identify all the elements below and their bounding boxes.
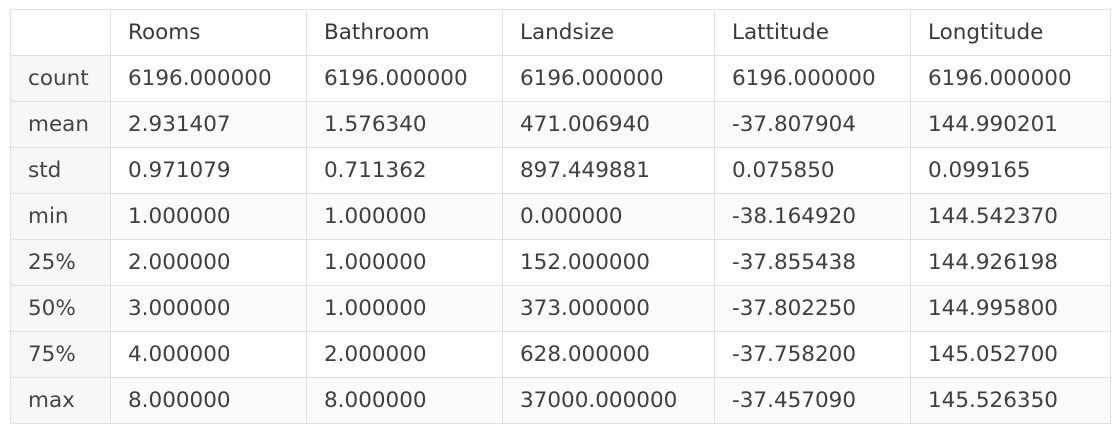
- header-row: Rooms Bathroom Landsize Lattitude Longti…: [10, 9, 1111, 56]
- table-cell: 1.000000: [110, 193, 307, 240]
- table-cell: 8.000000: [110, 377, 307, 424]
- table-body: count 6196.000000 6196.000000 6196.00000…: [10, 55, 1111, 424]
- column-header-bathroom: Bathroom: [306, 9, 503, 56]
- table-cell: -38.164920: [714, 193, 911, 240]
- table-cell: 145.052700: [910, 331, 1111, 378]
- table-cell: 37000.000000: [502, 377, 715, 424]
- table-cell: -37.758200: [714, 331, 911, 378]
- table-row: 50% 3.000000 1.000000 373.000000 -37.802…: [10, 285, 1111, 332]
- table-cell: 0.711362: [306, 147, 503, 194]
- table-cell: 2.931407: [110, 101, 307, 148]
- row-label: count: [10, 55, 111, 102]
- table-cell: 144.926198: [910, 239, 1111, 286]
- table-cell: 6196.000000: [910, 55, 1111, 102]
- describe-table-container: Rooms Bathroom Landsize Lattitude Longti…: [10, 9, 1111, 424]
- table-cell: 144.990201: [910, 101, 1111, 148]
- table-row: max 8.000000 8.000000 37000.000000 -37.4…: [10, 377, 1111, 424]
- table-cell: 0.075850: [714, 147, 911, 194]
- table-cell: 2.000000: [110, 239, 307, 286]
- column-header-landsize: Landsize: [502, 9, 715, 56]
- table-row: min 1.000000 1.000000 0.000000 -38.16492…: [10, 193, 1111, 240]
- table-cell: 6196.000000: [306, 55, 503, 102]
- table-cell: 6196.000000: [502, 55, 715, 102]
- table-cell: 471.006940: [502, 101, 715, 148]
- table-cell: 1.576340: [306, 101, 503, 148]
- row-label: 25%: [10, 239, 111, 286]
- table-cell: 144.995800: [910, 285, 1111, 332]
- table-cell: 4.000000: [110, 331, 307, 378]
- table-row: std 0.971079 0.711362 897.449881 0.07585…: [10, 147, 1111, 194]
- row-label: 50%: [10, 285, 111, 332]
- table-cell: -37.855438: [714, 239, 911, 286]
- row-label: max: [10, 377, 111, 424]
- row-label: 75%: [10, 331, 111, 378]
- table-cell: 144.542370: [910, 193, 1111, 240]
- table-cell: 897.449881: [502, 147, 715, 194]
- table-cell: 3.000000: [110, 285, 307, 332]
- table-cell: 628.000000: [502, 331, 715, 378]
- row-label: std: [10, 147, 111, 194]
- table-cell: 0.971079: [110, 147, 307, 194]
- table-row: 25% 2.000000 1.000000 152.000000 -37.855…: [10, 239, 1111, 286]
- describe-table: Rooms Bathroom Landsize Lattitude Longti…: [10, 9, 1111, 424]
- index-header-cell: [10, 9, 111, 56]
- column-header-longtitude: Longtitude: [910, 9, 1111, 56]
- table-cell: 145.526350: [910, 377, 1111, 424]
- row-label: min: [10, 193, 111, 240]
- table-cell: 1.000000: [306, 193, 503, 240]
- column-header-rooms: Rooms: [110, 9, 307, 56]
- table-row: count 6196.000000 6196.000000 6196.00000…: [10, 55, 1111, 102]
- table-cell: 152.000000: [502, 239, 715, 286]
- table-cell: 1.000000: [306, 285, 503, 332]
- row-label: mean: [10, 101, 111, 148]
- table-cell: -37.807904: [714, 101, 911, 148]
- table-cell: 8.000000: [306, 377, 503, 424]
- table-cell: 0.000000: [502, 193, 715, 240]
- table-cell: 2.000000: [306, 331, 503, 378]
- table-cell: 6196.000000: [714, 55, 911, 102]
- table-cell: 1.000000: [306, 239, 503, 286]
- column-header-lattitude: Lattitude: [714, 9, 911, 56]
- table-row: 75% 4.000000 2.000000 628.000000 -37.758…: [10, 331, 1111, 378]
- table-row: mean 2.931407 1.576340 471.006940 -37.80…: [10, 101, 1111, 148]
- table-cell: 373.000000: [502, 285, 715, 332]
- table-cell: 0.099165: [910, 147, 1111, 194]
- table-header: Rooms Bathroom Landsize Lattitude Longti…: [10, 9, 1111, 56]
- table-cell: -37.802250: [714, 285, 911, 332]
- table-cell: 6196.000000: [110, 55, 307, 102]
- table-cell: -37.457090: [714, 377, 911, 424]
